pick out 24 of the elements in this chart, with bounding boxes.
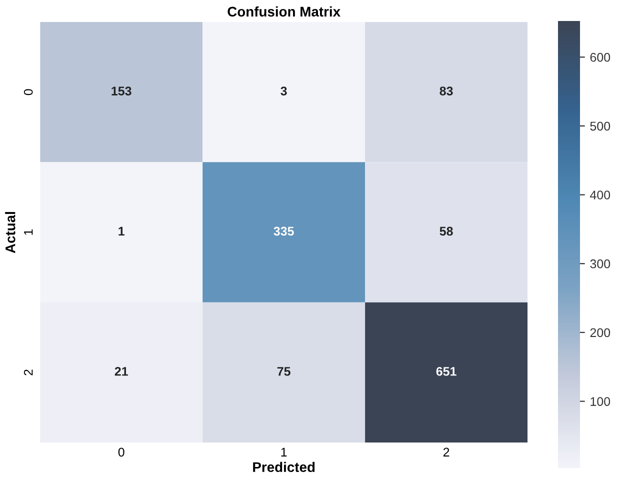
data-label: 75 <box>277 367 290 376</box>
color-bar-label: 400 <box>590 190 610 200</box>
color-bar-label: 100 <box>590 397 610 406</box>
chart-title: Confusion Matrix <box>228 6 340 17</box>
x-tick-label: 0 <box>118 448 124 457</box>
x-axis-title: Predicted <box>253 462 315 472</box>
x-tick-label: 2 <box>443 448 450 456</box>
x-tick-label: 1 <box>281 448 287 456</box>
y-tick-label: 0 <box>24 89 33 96</box>
data-label: 3 <box>280 86 287 96</box>
data-label: 21 <box>114 366 128 376</box>
data-label: 83 <box>440 86 453 96</box>
y-tick-label: 1 <box>24 229 33 235</box>
color-bar-label: 300 <box>590 259 610 268</box>
data-label: 153 <box>112 86 132 96</box>
data-label: 1 <box>118 226 124 236</box>
color-bar-label: 500 <box>590 122 610 131</box>
data-label: 651 <box>436 366 456 376</box>
data-label: 335 <box>274 226 294 236</box>
data-label: 58 <box>440 226 453 236</box>
color-bar-label: 600 <box>590 52 610 62</box>
y-axis-title: Actual <box>5 212 16 254</box>
y-tick-label: 2 <box>24 370 33 376</box>
color-bar-label: 200 <box>590 328 610 338</box>
